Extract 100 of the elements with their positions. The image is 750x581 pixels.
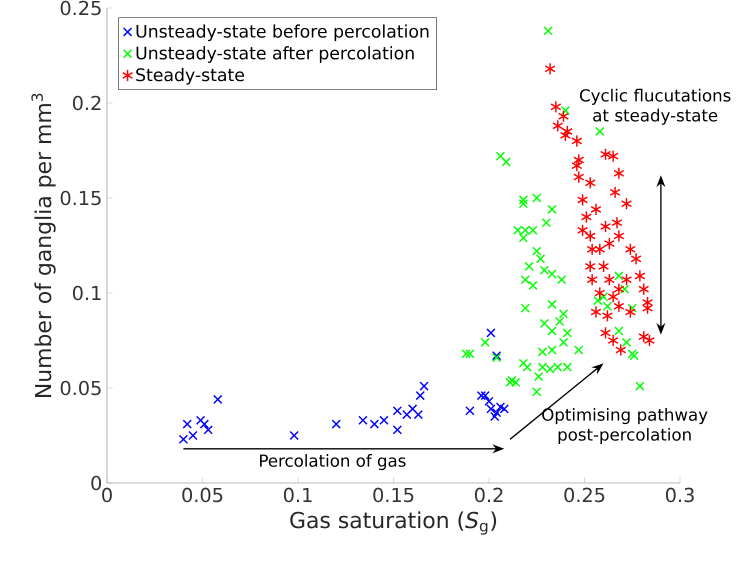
point xyxy=(518,233,528,243)
point xyxy=(614,326,624,336)
point xyxy=(465,406,475,416)
point xyxy=(644,334,656,347)
point xyxy=(574,345,584,355)
point xyxy=(590,203,602,216)
point xyxy=(370,419,380,429)
point xyxy=(604,273,615,286)
point xyxy=(613,230,624,242)
point xyxy=(518,195,528,205)
point xyxy=(584,230,596,242)
point xyxy=(528,280,538,290)
point xyxy=(590,306,602,318)
x-tick-label: 0.25 xyxy=(564,488,604,502)
point xyxy=(573,154,584,166)
point xyxy=(532,387,542,396)
point xyxy=(609,186,621,199)
point xyxy=(540,318,550,328)
point xyxy=(613,166,624,180)
point xyxy=(635,381,645,391)
legend-label: Unsteady-state after percolation xyxy=(136,46,414,63)
point xyxy=(577,224,588,237)
x-tick-label: 0.15 xyxy=(373,488,414,502)
point xyxy=(598,292,608,302)
point xyxy=(480,390,490,400)
point xyxy=(414,410,424,420)
point xyxy=(584,176,596,190)
point xyxy=(614,271,624,281)
point xyxy=(402,410,412,420)
point xyxy=(416,390,425,400)
point xyxy=(594,242,606,256)
annotation: Optimising pathway post-percolation xyxy=(542,408,708,444)
point xyxy=(507,376,517,386)
annotation: Percolation of gas xyxy=(260,454,406,470)
point xyxy=(634,270,646,282)
point xyxy=(638,282,650,296)
point xyxy=(602,309,614,322)
y-tick-label: 0 xyxy=(91,476,102,490)
point xyxy=(613,282,624,296)
y-tick-label: 0.15 xyxy=(60,190,101,206)
point xyxy=(518,199,528,208)
point xyxy=(547,300,557,310)
point xyxy=(500,404,509,414)
point xyxy=(196,416,206,425)
x-tick-label: 0 xyxy=(102,488,112,502)
point xyxy=(492,408,502,418)
x-tick-label: 0.3 xyxy=(666,488,694,502)
point xyxy=(547,204,557,214)
x-axis-title: Gas saturation (S$_{g}$) xyxy=(290,511,496,535)
point xyxy=(594,286,606,300)
point xyxy=(496,152,506,161)
x-tick-label: 0.2 xyxy=(474,488,502,502)
point xyxy=(419,381,429,391)
point xyxy=(178,434,188,444)
legend-label: Steady-state xyxy=(136,68,244,85)
point xyxy=(584,260,596,273)
point xyxy=(554,316,564,326)
point xyxy=(520,304,530,313)
point xyxy=(188,430,198,440)
point xyxy=(392,425,402,434)
point xyxy=(544,62,556,76)
point xyxy=(534,372,544,382)
point xyxy=(465,349,475,358)
point xyxy=(204,425,213,434)
point xyxy=(502,157,511,167)
point xyxy=(628,304,637,313)
point xyxy=(586,273,598,286)
point xyxy=(522,362,532,372)
point xyxy=(484,396,494,406)
y-tick-label: 0.1 xyxy=(72,286,101,300)
point xyxy=(200,419,210,429)
point xyxy=(289,430,299,440)
point xyxy=(620,273,632,286)
point xyxy=(408,404,418,414)
point xyxy=(547,326,557,336)
point xyxy=(461,349,471,358)
point xyxy=(600,148,612,161)
point xyxy=(624,306,636,318)
point xyxy=(586,242,598,256)
point xyxy=(580,210,592,224)
point xyxy=(520,275,530,284)
point xyxy=(490,412,500,422)
legend-label: Unsteady-state before percolation xyxy=(136,24,428,42)
point xyxy=(558,338,568,348)
point xyxy=(532,193,542,203)
point xyxy=(544,26,553,36)
point xyxy=(577,194,588,206)
point xyxy=(182,419,192,429)
point xyxy=(571,159,582,172)
point xyxy=(593,296,603,306)
point xyxy=(608,150,619,163)
x-tick-label: 0.05 xyxy=(182,488,222,502)
point xyxy=(571,134,582,148)
point xyxy=(595,126,604,136)
point xyxy=(556,275,566,284)
point xyxy=(542,218,551,228)
point xyxy=(332,419,341,429)
point xyxy=(620,197,632,210)
point xyxy=(392,406,402,416)
point xyxy=(629,351,639,360)
